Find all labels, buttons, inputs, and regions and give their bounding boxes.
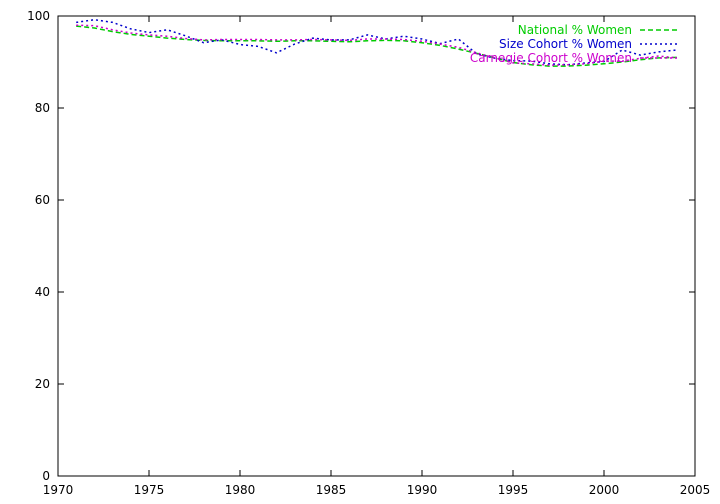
legend-label-1: National % Women — [518, 23, 632, 37]
series-line-3 — [76, 24, 677, 66]
y-tick-label: 0 — [42, 469, 50, 483]
y-tick-label: 40 — [35, 285, 50, 299]
x-tick-label: 1970 — [43, 483, 74, 497]
x-tick-label: 1975 — [134, 483, 165, 497]
plot-frame — [57, 15, 696, 477]
x-tick-label: 1980 — [225, 483, 256, 497]
x-tick-label: 1990 — [407, 483, 438, 497]
y-tick-label: 100 — [27, 9, 50, 23]
x-tick-label: 1995 — [498, 483, 529, 497]
x-tick-label: 2005 — [680, 483, 711, 497]
y-tick-label: 20 — [35, 377, 50, 391]
x-tick-label: 2000 — [589, 483, 620, 497]
y-tick-label: 60 — [35, 193, 50, 207]
series-layer — [76, 18, 677, 67]
series-line-1 — [76, 25, 677, 67]
x-tick-label: 1985 — [316, 483, 347, 497]
series-line-2 — [76, 18, 677, 66]
legend-label-3: Carnegie Cohort % Women — [470, 51, 632, 65]
legend-label-2: Size Cohort % Women — [499, 37, 632, 51]
y-tick-label: 80 — [35, 101, 50, 115]
axes: 1970 1975 1980 1985 1990 1995 2000 2005 0 20 40 60 8… — [27, 9, 710, 497]
